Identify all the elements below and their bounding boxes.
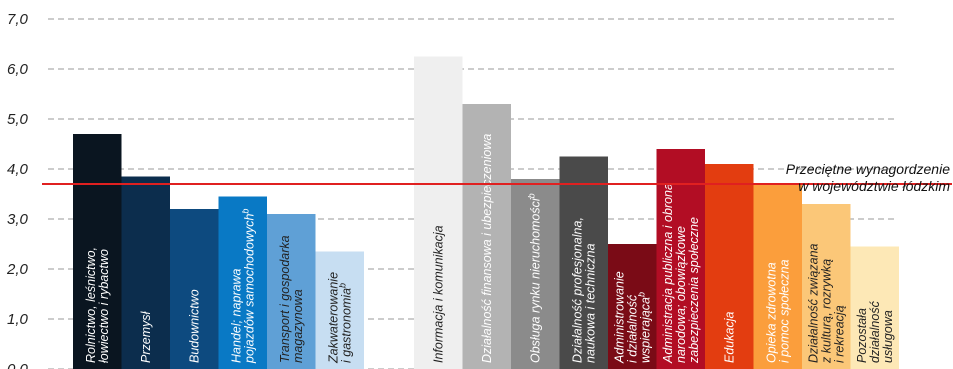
y-tick-label: 2,0 [6,261,29,278]
category-label: Przemysł [139,310,153,363]
category-label: Informacja i komunikacja [431,225,445,363]
bar [121,176,170,369]
category-label: Działalność profesjonalna,naukowa i tech… [570,217,597,363]
bar [705,164,754,369]
reference-line-label: w województwie łódzkim [798,178,950,194]
bar [462,104,511,369]
category-label: Pozostaładziałalnośćusługowa [855,300,895,363]
y-tick-label: 4,0 [7,161,29,178]
bar [315,251,364,369]
y-tick-label: 7,0 [7,11,29,28]
category-label: Rolnictwo, leśnictwo,łowiectwo i rybactw… [84,247,111,363]
bar [511,179,560,369]
bar-labels: Rolnictwo, leśnictwo,łowiectwo i rybactw… [84,134,895,364]
category-label: Zakwaterowaniei gastronomiab [326,272,353,364]
category-label: Edukacja [722,312,736,363]
bar [753,184,802,369]
bar [850,246,899,369]
bar [73,134,122,369]
y-tick-label: 5,0 [7,111,29,128]
category-label: Działalność finansowa i ubezpieczeniowa [480,134,494,363]
y-tick-label: 0,0 [7,361,29,369]
y-axis: 0,0 1,0 2,0 3,0 4,0 5,0 6,0 7,0 [6,11,29,369]
category-label: Działalność związanaz kulturą, rozrywkąi… [806,243,846,364]
category-label: Handel; naprawapojazdów samochodowychb [229,209,256,364]
bar [414,56,463,369]
category-label: Administrowaniei działalnośćwspierającab [612,271,652,364]
y-tick-label: 3,0 [7,211,29,228]
y-tick-label: 1,0 [7,311,29,328]
bar [267,214,316,369]
category-label: Transport i gospodarkamagazynowa [278,235,305,363]
reference-line-label: Przeciętne wynagordzenie [786,161,950,177]
bar [656,149,705,369]
bar [608,244,657,369]
bar [170,209,219,369]
category-label: Administracja publiczna i obronanarodowa… [661,183,701,364]
bar [559,156,608,369]
bars [73,56,899,369]
category-label: Budownictwo [187,289,201,363]
category-label: Obsługa rynku nieruchomościb [526,193,542,363]
bar [218,196,267,369]
bar [802,204,851,369]
y-tick-label: 6,0 [7,61,29,78]
category-label: Opieka zdrowotnai pomoc społeczna [764,259,791,363]
